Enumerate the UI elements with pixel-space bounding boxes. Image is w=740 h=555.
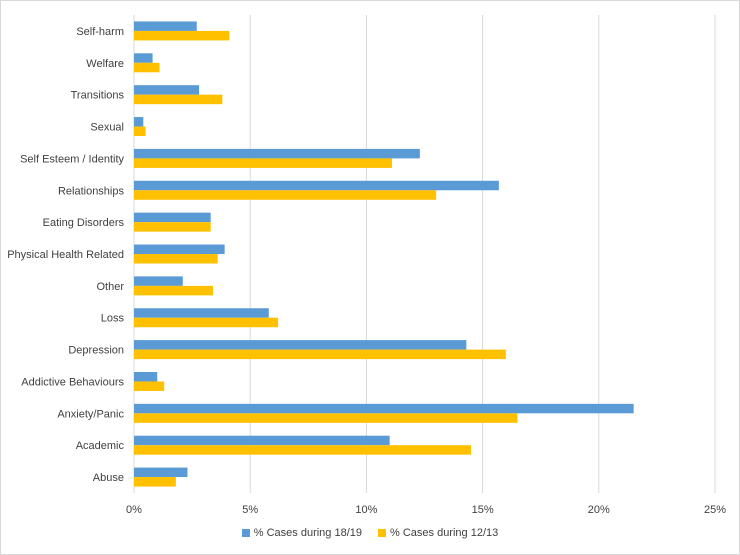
bar-series-2	[134, 222, 211, 232]
x-tick-label: 0%	[126, 504, 142, 516]
bar-series-1	[134, 276, 183, 286]
bar-series-1	[134, 117, 144, 127]
category-label: Depression	[68, 345, 124, 357]
bar-series-2	[134, 381, 165, 391]
legend-item-series-2: % Cases during 12/13	[378, 527, 498, 539]
bar-series-1	[134, 53, 153, 63]
bar-series-1	[134, 212, 211, 223]
x-tick-label: 20%	[588, 504, 610, 516]
category-label: Relationships	[58, 185, 125, 197]
category-label: Addictive Behaviours	[21, 376, 124, 388]
category-label: Abuse	[93, 472, 124, 484]
bar-series-2	[134, 158, 392, 168]
legend-item-series-1: % Cases during 18/19	[241, 527, 362, 539]
bar-series-1	[134, 21, 197, 31]
bar-series-1	[134, 340, 467, 350]
legend-label-series-1: % Cases during 18/19	[253, 527, 362, 539]
bar-series-1	[134, 85, 200, 95]
legend-swatch-series-2	[378, 529, 386, 537]
category-label: Academic	[76, 440, 125, 452]
bar-series-2	[134, 445, 471, 455]
legend: % Cases during 18/19 % Cases during 12/1…	[0, 527, 740, 539]
bar-series-1	[134, 244, 225, 254]
bar-series-2	[134, 30, 230, 41]
bar-series-2	[134, 317, 279, 328]
bar-series-1	[134, 435, 390, 446]
legend-label-series-2: % Cases during 12/13	[390, 527, 499, 539]
category-label: Other	[96, 281, 124, 293]
bar-series-2	[134, 254, 218, 264]
bar-series-2	[134, 477, 176, 487]
category-label: Loss	[101, 313, 125, 325]
category-label: Anxiety/Panic	[57, 408, 124, 420]
bar-series-1	[134, 403, 634, 414]
category-label: Sexual	[90, 122, 124, 134]
x-tick-label: 25%	[704, 504, 726, 516]
bar-series-2	[134, 190, 437, 200]
bar-series-1	[134, 308, 269, 318]
bar-series-2	[134, 94, 223, 105]
legend-swatch-series-1	[241, 529, 250, 537]
bar-series-2	[134, 285, 214, 296]
category-label: Physical Health Related	[7, 249, 124, 261]
bar-series-1	[134, 371, 158, 382]
x-tick-label: 10%	[355, 504, 377, 516]
bar-series-1	[134, 467, 188, 478]
category-label: Self Esteem / Identity	[20, 153, 124, 165]
bar-series-1	[134, 148, 420, 159]
bar-series-2	[134, 349, 506, 360]
bar-series-2	[134, 413, 518, 423]
bar-series-2	[134, 126, 146, 137]
category-label: Eating Disorders	[43, 217, 125, 229]
x-tick-label: 5%	[242, 504, 258, 516]
x-tick-label: 15%	[472, 504, 494, 516]
category-label: Welfare	[86, 58, 124, 70]
category-label: Self-harm	[76, 26, 124, 38]
bar-series-1	[134, 180, 499, 191]
category-label: Transitions	[71, 90, 125, 102]
bar-series-2	[134, 62, 160, 73]
